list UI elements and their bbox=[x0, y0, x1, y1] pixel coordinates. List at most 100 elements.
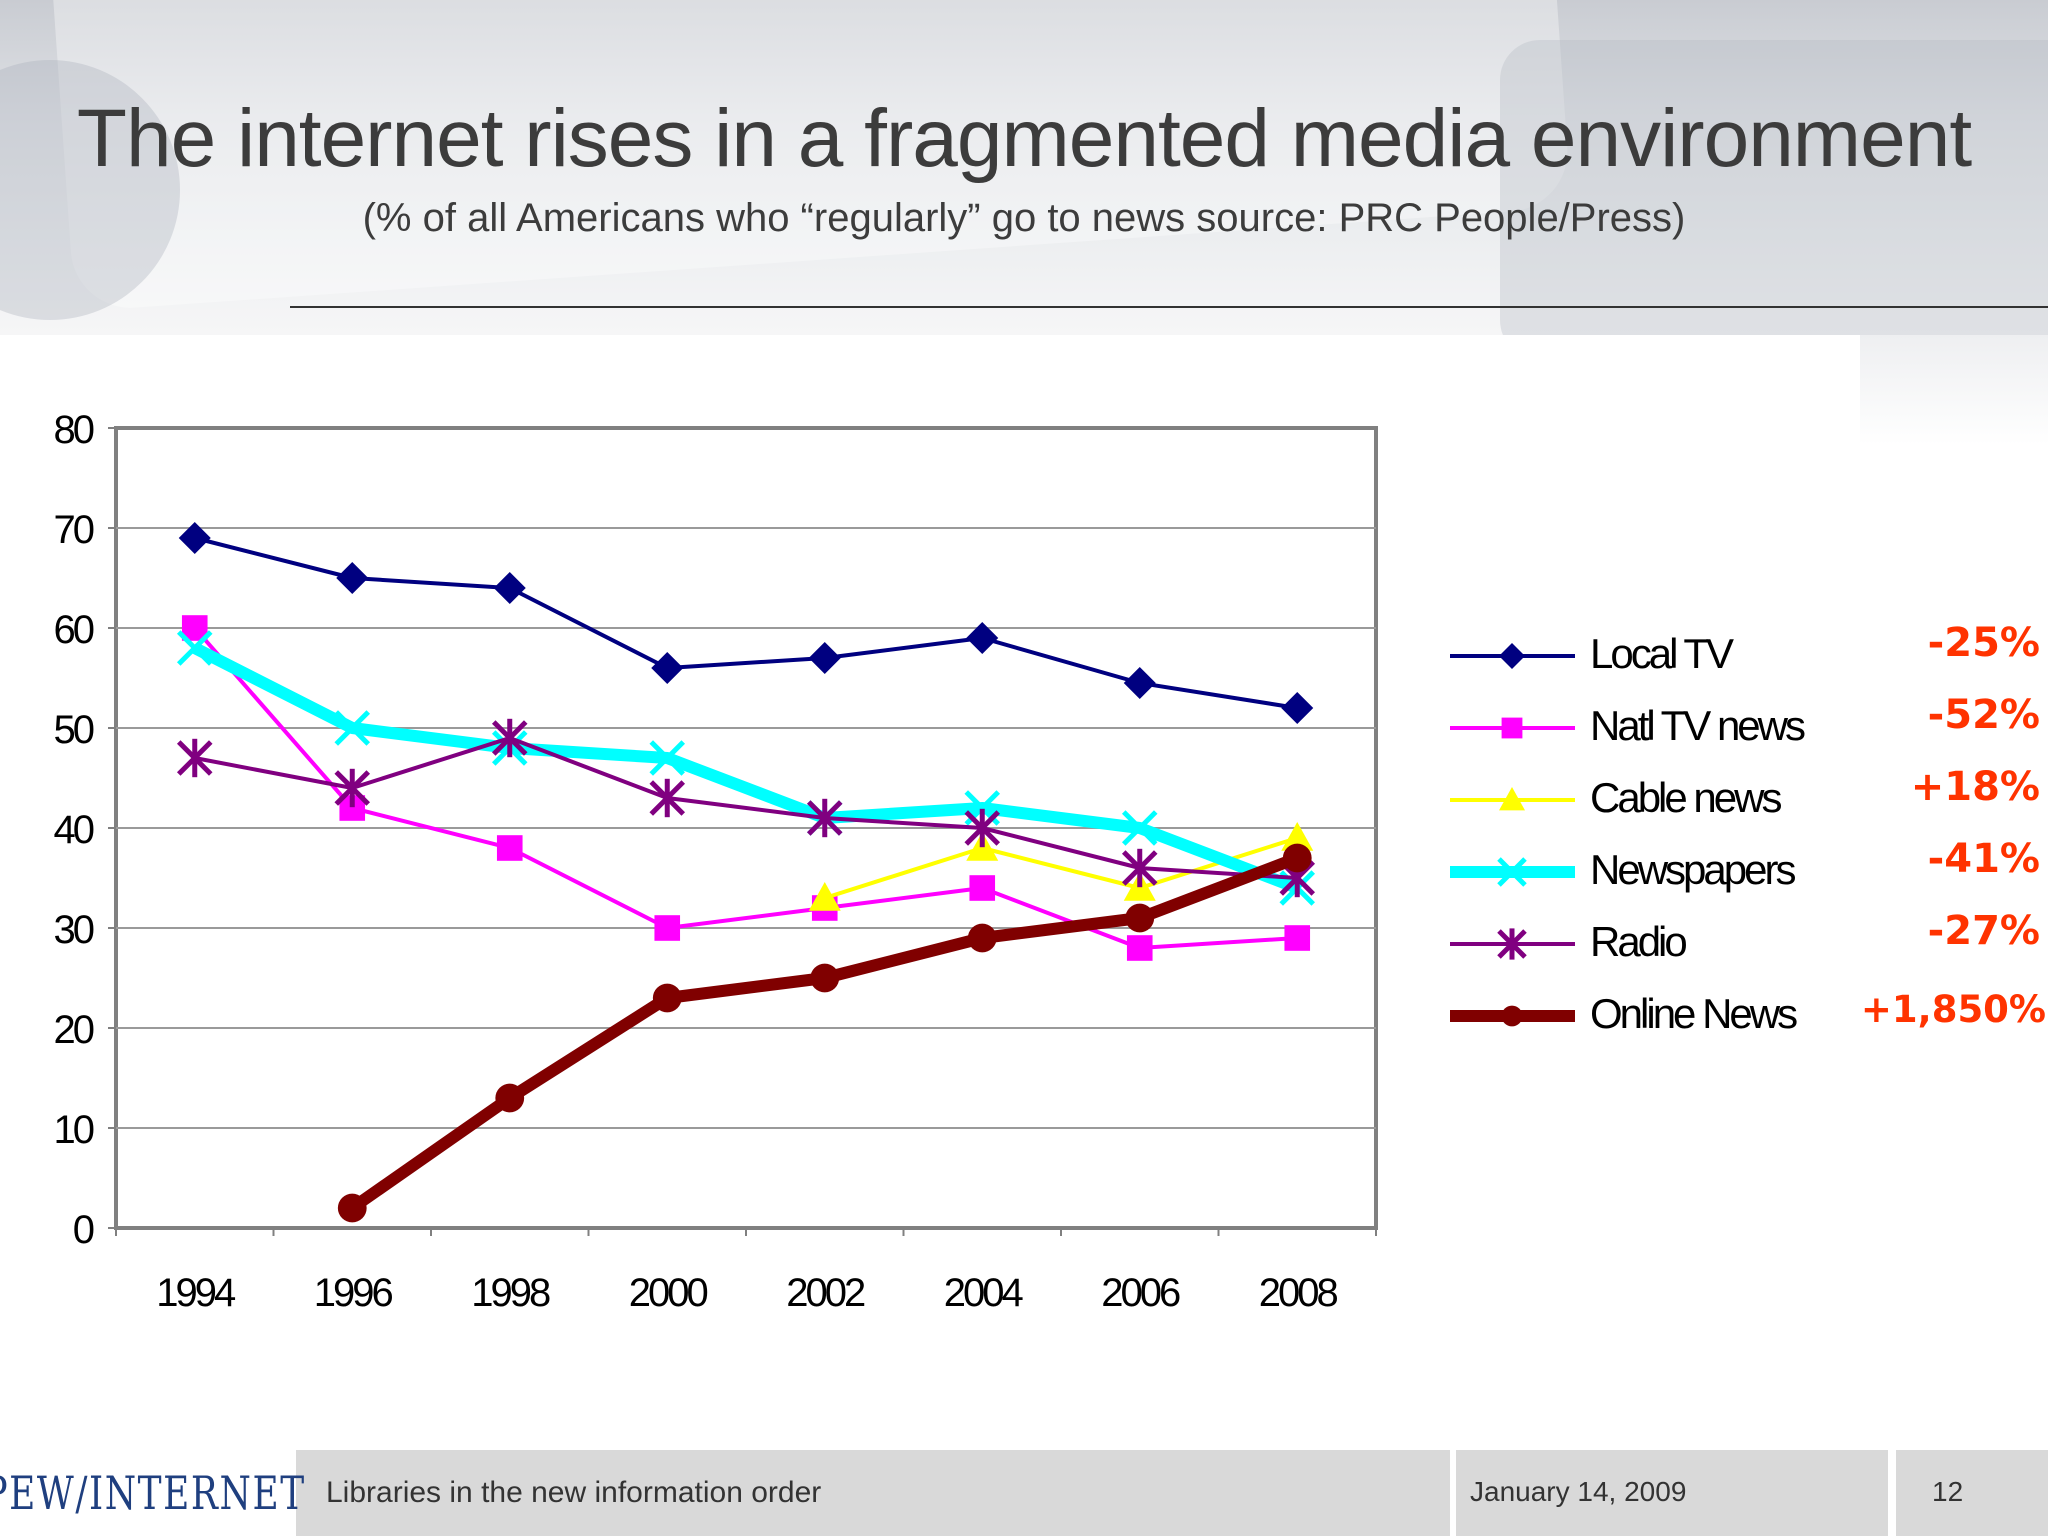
title-divider bbox=[290, 306, 2048, 308]
y-tick-label: 60 bbox=[54, 608, 94, 652]
data-point-cable-news bbox=[1281, 822, 1314, 851]
legend-item-newspapers: Newspapers -41% bbox=[1450, 836, 2048, 908]
footer: PEW/INTERNET Libraries in the new inform… bbox=[0, 1450, 2048, 1536]
y-tick-label: 50 bbox=[54, 708, 94, 752]
data-point-local-tv bbox=[178, 522, 211, 554]
data-point-online-news bbox=[967, 923, 997, 953]
data-point-local-tv bbox=[651, 652, 684, 684]
data-point-newspapers bbox=[1121, 810, 1158, 846]
legend-swatch-marker bbox=[1499, 787, 1525, 811]
data-point-online-news bbox=[652, 983, 682, 1013]
banner-decoration bbox=[1500, 40, 2048, 335]
data-point-online-news bbox=[337, 1193, 367, 1223]
data-point-natl-tv-news bbox=[496, 835, 523, 861]
data-point-online-news bbox=[1282, 843, 1312, 873]
y-tick-label: 0 bbox=[73, 1208, 94, 1252]
legend-swatch bbox=[1450, 787, 1575, 811]
data-point-radio bbox=[176, 738, 213, 778]
footer-page-number: 12 bbox=[1932, 1476, 1964, 1507]
legend-label: Cable news bbox=[1590, 774, 1782, 821]
legend-label: Local TV bbox=[1590, 630, 1734, 677]
header-banner bbox=[0, 0, 2048, 335]
x-tick-label: 2006 bbox=[1101, 1271, 1180, 1315]
y-tick-label: 70 bbox=[54, 508, 94, 552]
legend-swatch bbox=[1450, 717, 1575, 739]
data-point-newspapers bbox=[334, 710, 371, 746]
y-tick-label: 20 bbox=[54, 1008, 94, 1052]
data-point-online-news bbox=[810, 963, 840, 993]
x-tick-label: 2000 bbox=[629, 1271, 708, 1315]
data-point-natl-tv-news bbox=[1126, 935, 1153, 961]
pew-internet-logo: PEW/INTERNET bbox=[0, 1450, 305, 1536]
legend-swatch bbox=[1450, 928, 1575, 960]
legend-change-percent: +18% bbox=[1910, 764, 2040, 810]
legend-change-percent: -25% bbox=[1927, 620, 2040, 666]
footer-presentation-title: Libraries in the new information order bbox=[326, 1476, 822, 1509]
footer-date: January 14, 2009 bbox=[1470, 1476, 1687, 1507]
series-line-newspapers bbox=[192, 642, 1300, 894]
legend-swatch-marker bbox=[1501, 1005, 1523, 1027]
x-tick-label: 2008 bbox=[1259, 1271, 1338, 1315]
data-point-radio bbox=[491, 718, 528, 758]
slide-title: The internet rises in a fragmented media… bbox=[76, 93, 1972, 184]
data-point-local-tv bbox=[1123, 667, 1156, 699]
legend-change-percent: +1,850% bbox=[1860, 988, 2046, 1031]
y-tick-label: 80 bbox=[54, 408, 94, 452]
data-point-natl-tv-news bbox=[969, 875, 996, 901]
y-tick-label: 40 bbox=[54, 808, 94, 852]
data-point-radio bbox=[806, 798, 843, 838]
legend-swatch bbox=[1450, 643, 1575, 669]
x-tick-label: 1998 bbox=[471, 1271, 550, 1315]
legend-swatch-marker bbox=[1501, 717, 1523, 739]
legend-item-natl-tv-news: Natl TV news -52% bbox=[1450, 692, 2048, 764]
legend-label: Radio bbox=[1590, 918, 1688, 965]
y-tick-label: 30 bbox=[54, 908, 94, 952]
data-point-natl-tv-news bbox=[1284, 925, 1311, 951]
data-point-local-tv bbox=[808, 642, 841, 674]
footer-panel bbox=[1896, 1450, 2048, 1536]
legend-swatch-marker bbox=[1497, 857, 1527, 887]
x-tick-label: 2004 bbox=[944, 1271, 1024, 1315]
data-point-local-tv bbox=[336, 562, 369, 594]
legend-label: Newspapers bbox=[1590, 846, 1796, 893]
x-tick-label: 1996 bbox=[314, 1271, 393, 1315]
series-line-local-tv bbox=[194, 536, 1298, 710]
data-point-newspapers bbox=[176, 630, 213, 666]
data-point-online-news bbox=[495, 1083, 525, 1113]
legend-item-local-tv: Local TV -25% bbox=[1450, 620, 2048, 692]
line-chart: 0 10 20 30 40 50 60 70 80 1994 1996 1998 2000 2002 200… bbox=[54, 408, 1378, 1315]
data-point-radio bbox=[1121, 848, 1158, 888]
legend-item-radio: Radio -27% bbox=[1450, 908, 2048, 980]
x-tick-label: 2002 bbox=[786, 1271, 865, 1315]
y-tick-label: 10 bbox=[54, 1108, 94, 1152]
data-point-local-tv bbox=[966, 622, 999, 654]
legend-item-online-news: Online News +1,850% bbox=[1450, 980, 2048, 1052]
data-point-local-tv bbox=[1281, 692, 1314, 724]
logo-text: PEW/INTERNET bbox=[0, 1466, 307, 1520]
legend-swatch-marker bbox=[1497, 928, 1527, 960]
data-point-radio bbox=[964, 808, 1001, 848]
series-line-radio bbox=[194, 736, 1298, 880]
legend-change-percent: -52% bbox=[1927, 692, 2040, 738]
slide-subtitle: (% of all Americans who “regularly” go t… bbox=[362, 196, 1686, 240]
series-line-natl-tv-news bbox=[193, 626, 1298, 950]
legend-label: Online News bbox=[1590, 990, 1798, 1037]
data-point-cable-news bbox=[808, 882, 841, 911]
legend-item-cable-news: Cable news +18% bbox=[1450, 764, 2048, 836]
x-tick-label: 1994 bbox=[156, 1271, 236, 1315]
data-point-radio bbox=[649, 778, 686, 818]
data-point-online-news bbox=[1125, 903, 1155, 933]
legend-swatch bbox=[1450, 1005, 1575, 1027]
chart-legend: Local TV -25% Natl TV news -52% Cable news +1… bbox=[1450, 620, 2048, 1052]
banner-decoration bbox=[1860, 335, 2048, 445]
legend-change-percent: -41% bbox=[1927, 836, 2040, 882]
data-point-newspapers bbox=[649, 740, 686, 776]
legend-swatch-marker bbox=[1499, 643, 1525, 669]
data-point-radio bbox=[334, 768, 371, 808]
footer-panel bbox=[296, 1450, 1450, 1536]
legend-swatch bbox=[1450, 857, 1575, 887]
data-point-natl-tv-news bbox=[654, 915, 681, 941]
footer-panel bbox=[1456, 1450, 1888, 1536]
legend-change-percent: -27% bbox=[1927, 908, 2040, 954]
data-point-local-tv bbox=[493, 572, 526, 604]
